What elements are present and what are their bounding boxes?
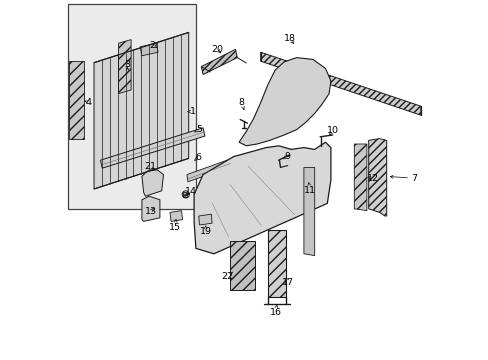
Text: 20: 20 xyxy=(211,45,223,54)
Text: 15: 15 xyxy=(169,223,181,232)
Polygon shape xyxy=(260,52,420,115)
Text: 12: 12 xyxy=(366,174,379,183)
Polygon shape xyxy=(183,192,186,197)
Polygon shape xyxy=(354,144,366,211)
FancyBboxPatch shape xyxy=(68,4,196,209)
Text: 16: 16 xyxy=(269,308,281,317)
Polygon shape xyxy=(69,61,84,139)
Polygon shape xyxy=(230,241,255,290)
Polygon shape xyxy=(199,214,212,225)
Text: 4: 4 xyxy=(86,98,92,107)
Text: 7: 7 xyxy=(410,174,417,183)
Polygon shape xyxy=(186,159,231,182)
Text: 22: 22 xyxy=(221,272,233,281)
Text: 11: 11 xyxy=(304,186,315,194)
Text: 6: 6 xyxy=(195,153,201,162)
Text: 3: 3 xyxy=(124,60,130,69)
Text: 14: 14 xyxy=(185,187,197,196)
Polygon shape xyxy=(201,49,237,75)
Polygon shape xyxy=(368,139,386,216)
Polygon shape xyxy=(194,142,330,254)
Polygon shape xyxy=(303,167,314,256)
Text: 8: 8 xyxy=(238,98,244,107)
Polygon shape xyxy=(94,32,188,189)
Polygon shape xyxy=(142,196,160,221)
Polygon shape xyxy=(118,40,131,94)
Text: 1: 1 xyxy=(190,107,196,116)
Text: 17: 17 xyxy=(282,278,294,287)
Polygon shape xyxy=(140,43,158,56)
Polygon shape xyxy=(239,58,330,146)
Text: 2: 2 xyxy=(149,40,155,49)
Polygon shape xyxy=(142,170,163,196)
Text: 21: 21 xyxy=(144,162,156,171)
Text: 19: 19 xyxy=(199,227,211,236)
Text: 9: 9 xyxy=(284,152,289,161)
Text: 5: 5 xyxy=(196,125,202,134)
Text: 18: 18 xyxy=(283,34,295,43)
Polygon shape xyxy=(267,230,285,297)
Polygon shape xyxy=(170,211,182,221)
Text: 10: 10 xyxy=(326,126,338,135)
Polygon shape xyxy=(101,128,204,168)
Text: 13: 13 xyxy=(144,207,157,216)
